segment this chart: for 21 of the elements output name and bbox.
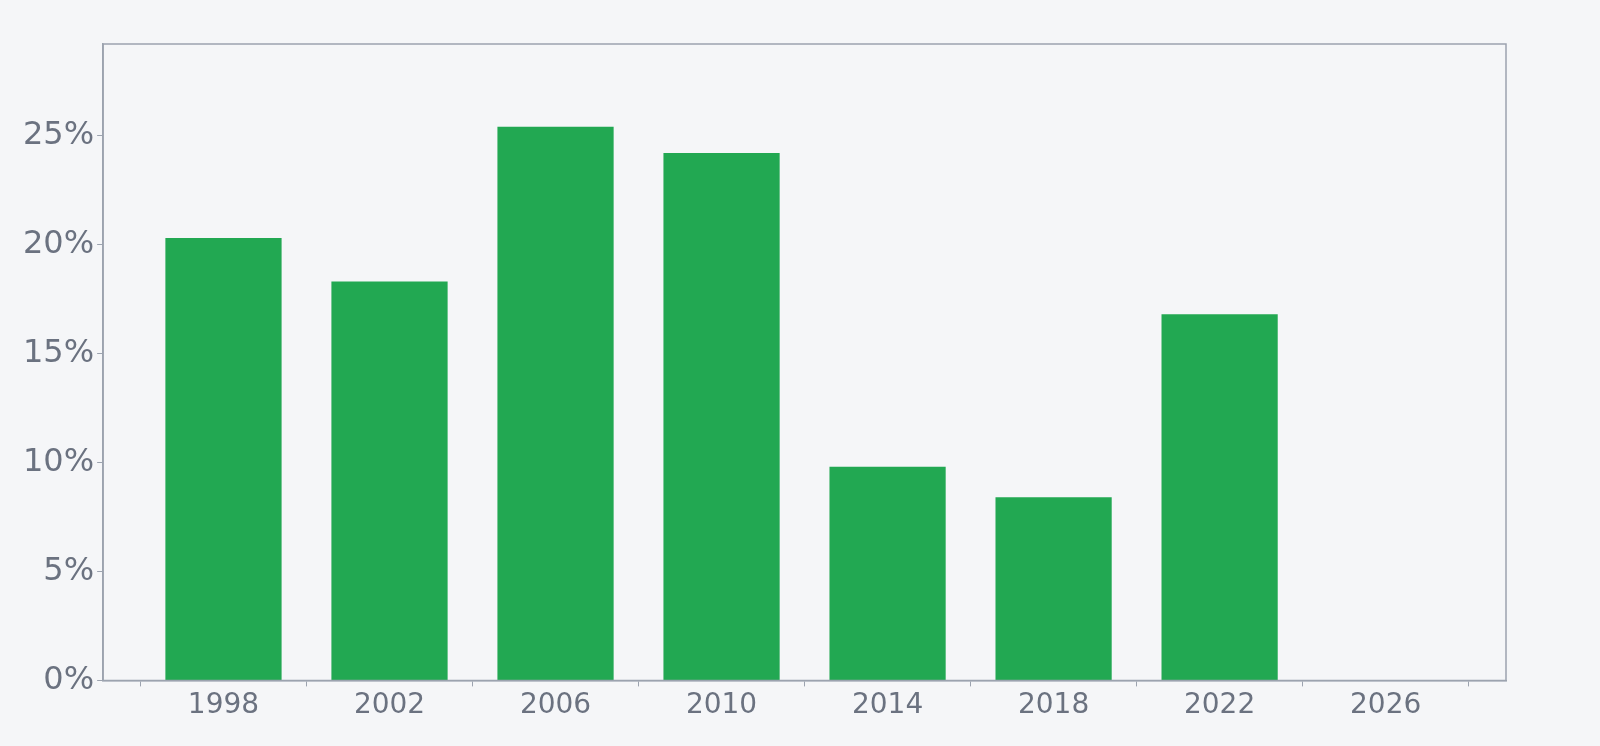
y-tick-label: 5% <box>43 549 95 588</box>
x-tick-label: 2014 <box>851 687 924 721</box>
y-tick-label: 10% <box>23 440 95 479</box>
bar <box>663 152 780 680</box>
x-tick-label: 2022 <box>1183 687 1256 721</box>
x-tick-label: 2018 <box>1017 687 1090 721</box>
x-tick-label: 2002 <box>353 687 426 721</box>
bar <box>165 237 282 680</box>
y-tick-label: 15% <box>23 331 95 370</box>
x-tick-label: 2026 <box>1350 687 1422 721</box>
y-tick-label: 0% <box>43 658 95 697</box>
bar <box>995 497 1112 680</box>
x-tick-label: 2010 <box>685 687 758 721</box>
bar <box>331 281 448 680</box>
x-tick-label: 2006 <box>519 687 592 721</box>
x-tick-label: 1998 <box>187 687 260 721</box>
bar <box>497 126 614 680</box>
bar <box>1161 314 1278 680</box>
y-tick-label: 20% <box>23 222 95 261</box>
bar <box>829 466 946 680</box>
y-tick-label: 25% <box>23 113 95 152</box>
